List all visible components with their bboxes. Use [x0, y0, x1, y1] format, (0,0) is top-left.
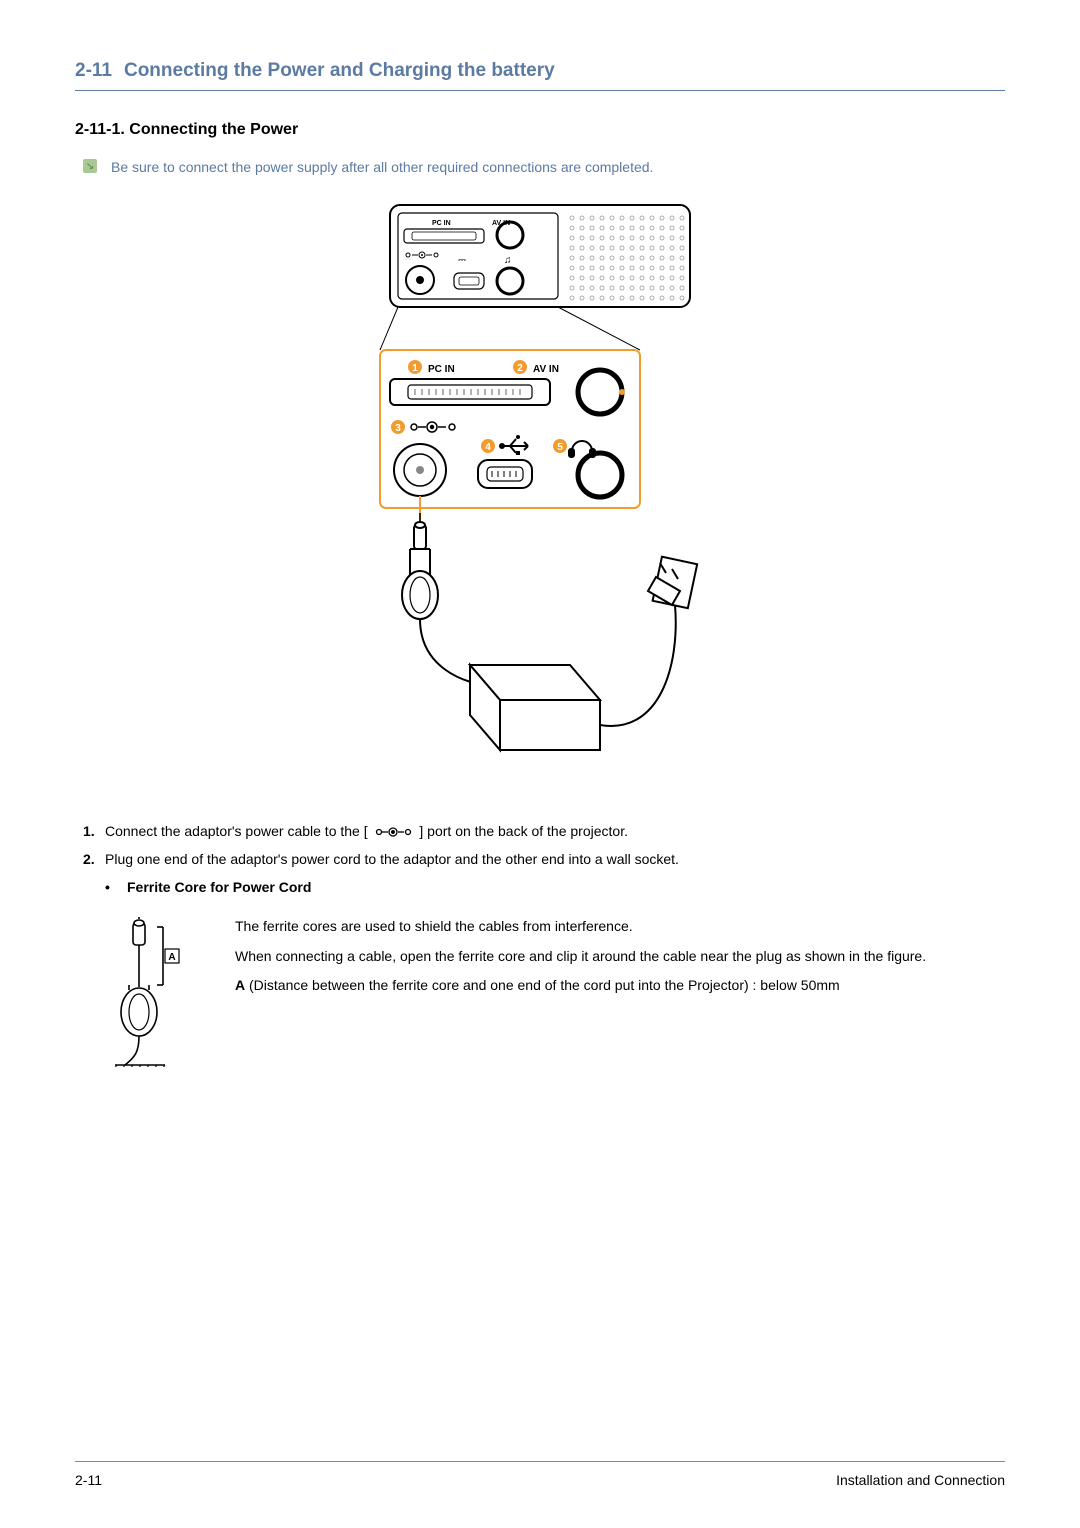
svg-text:5: 5	[557, 442, 563, 453]
ferrite-diagram: A	[105, 917, 185, 1067]
svg-text:♫: ♫	[504, 255, 512, 266]
section-title-text: Connecting the Power and Charging the ba…	[124, 60, 555, 81]
svg-text:⎓: ⎓	[458, 255, 466, 266]
power-symbol-icon	[374, 826, 414, 838]
sub-number: 2-11-1.	[75, 121, 125, 138]
page-footer: 2-11 Installation and Connection	[75, 1461, 1005, 1488]
step-1: 1. Connect the adaptor's power cable to …	[83, 823, 1005, 839]
svg-text:A: A	[168, 952, 175, 963]
svg-text:4: 4	[485, 442, 491, 453]
step-1-text: Connect the adaptor's power cable to the…	[105, 823, 1005, 839]
bullet-title: Ferrite Core for Power Cord	[127, 879, 311, 895]
diagram-svg: PC IN AV IN ⎓ ♫	[360, 195, 720, 795]
svg-text:PC IN: PC IN	[428, 364, 455, 375]
svg-text:3: 3	[395, 423, 401, 434]
sub-section-title: 2-11-1. Connecting the Power	[75, 121, 1005, 139]
svg-text:AV IN: AV IN	[533, 364, 559, 375]
section-number: 2-11	[75, 60, 112, 81]
step-2-text: Plug one end of the adaptor's power cord…	[105, 851, 679, 867]
svg-text:2: 2	[517, 363, 523, 374]
footer-right: Installation and Connection	[836, 1472, 1005, 1488]
step-2: 2. Plug one end of the adaptor's power c…	[83, 851, 1005, 895]
ferrite-p2: When connecting a cable, open the ferrit…	[235, 947, 926, 967]
footer-left: 2-11	[75, 1472, 102, 1488]
step-2-num: 2.	[83, 851, 105, 895]
ferrite-row: A The ferrite cores are used to shield t…	[75, 917, 1005, 1067]
ferrite-bullet: • Ferrite Core for Power Cord	[105, 879, 1005, 895]
svg-text:1: 1	[412, 363, 418, 374]
sub-title-text: Connecting the Power	[129, 121, 298, 138]
ferrite-text: The ferrite cores are used to shield the…	[235, 917, 926, 1067]
step-1-num: 1.	[83, 823, 105, 839]
connection-diagram: PC IN AV IN ⎓ ♫	[75, 195, 1005, 795]
ferrite-p1: The ferrite cores are used to shield the…	[235, 917, 926, 937]
bullet-dot: •	[105, 879, 127, 895]
note-icon	[83, 159, 97, 173]
svg-text:PC IN: PC IN	[432, 220, 451, 227]
note-text: Be sure to connect the power supply afte…	[111, 159, 653, 175]
ferrite-p3: A (Distance between the ferrite core and…	[235, 976, 926, 996]
steps-list: 1. Connect the adaptor's power cable to …	[75, 823, 1005, 895]
note-row: Be sure to connect the power supply afte…	[75, 159, 1005, 175]
section-title: 2-11 Connecting the Power and Charging th…	[75, 60, 1005, 91]
